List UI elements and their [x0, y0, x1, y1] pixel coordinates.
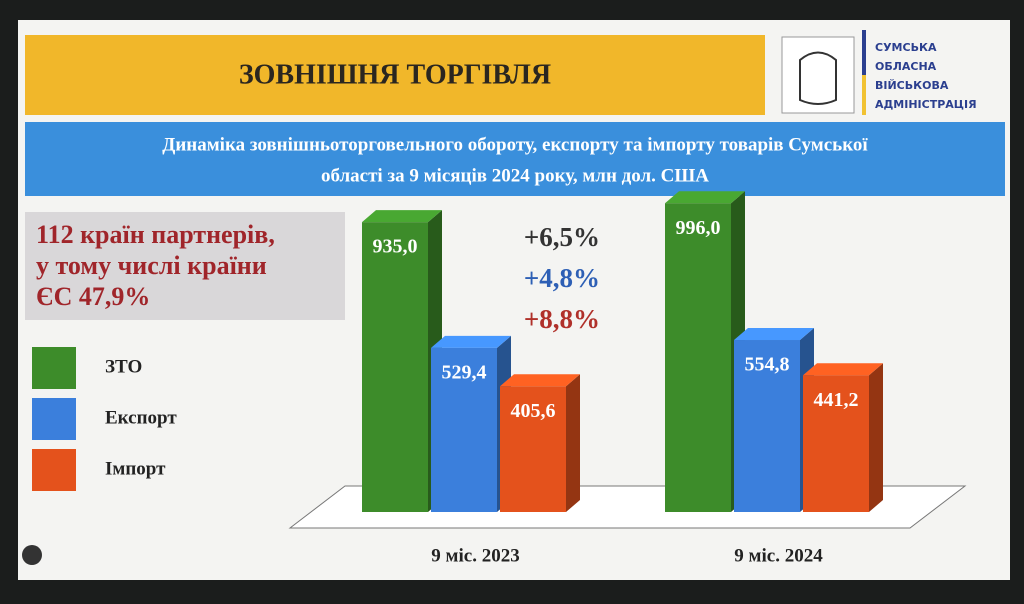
title-bar: [25, 35, 765, 115]
annotation: +6,5%: [524, 222, 600, 252]
corner-icon: [22, 545, 42, 565]
bar-top: [500, 374, 580, 387]
value-label: 554,8: [745, 354, 790, 376]
value-label: 529,4: [442, 361, 487, 383]
legend-label: Експорт: [105, 407, 177, 428]
organization-line: АДМІНІСТРАЦІЯ: [875, 98, 977, 111]
bar: [431, 347, 497, 512]
legend-label: ЗТО: [105, 356, 142, 377]
logo: [781, 36, 855, 114]
value-label: 405,6: [511, 400, 556, 422]
legend-swatch: [32, 449, 76, 491]
subtitle: області за 9 місяців 2024 року, млн дол.…: [321, 165, 709, 186]
note-line: 112 країн партнерів,: [36, 220, 275, 249]
note-line: у тому числі країни: [36, 251, 267, 280]
bar: [500, 386, 566, 512]
value-label: 935,0: [373, 236, 418, 258]
bar-top: [431, 335, 511, 348]
note-box: [25, 212, 345, 320]
organization-line: СУМСЬКА: [875, 41, 937, 54]
bar-top: [362, 210, 442, 223]
bar: [803, 375, 869, 512]
bar-top: [803, 363, 883, 376]
flag-blue: [862, 30, 866, 75]
bar-side: [566, 374, 580, 512]
organization-line: ОБЛАСНА: [875, 60, 937, 73]
title: ЗОВНІШНЯ ТОРГІВЛЯ: [239, 59, 551, 90]
value-label: 996,0: [676, 217, 721, 239]
legend-label: Імпорт: [105, 458, 166, 479]
legend-swatch: [32, 347, 76, 389]
flag-yellow: [862, 75, 866, 115]
bar-top: [734, 328, 814, 341]
x-tick-label: 9 міс. 2023: [431, 545, 519, 566]
subtitle-band: [25, 122, 1005, 196]
organization-line: ВІЙСЬКОВА: [875, 79, 949, 92]
subtitle: Динаміка зовнішньоторговельного обороту,…: [162, 134, 868, 155]
bar-side: [869, 363, 883, 512]
value-label: 441,2: [814, 389, 859, 411]
bar: [734, 340, 800, 512]
bar: [665, 203, 731, 513]
legend-swatch: [32, 398, 76, 440]
bar-top: [665, 191, 745, 204]
annotation: +8,8%: [524, 304, 600, 334]
logo-emblem: [799, 51, 837, 105]
note-line: ЄС 47,9%: [36, 282, 150, 311]
x-tick-label: 9 міс. 2024: [734, 545, 823, 566]
annotation: +4,8%: [524, 263, 600, 293]
bar: [362, 222, 428, 512]
